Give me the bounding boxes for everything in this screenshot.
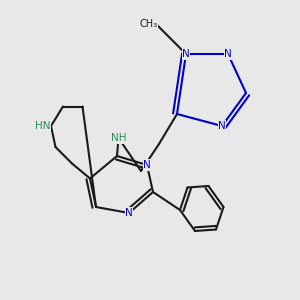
Text: N: N xyxy=(143,160,151,170)
Text: HN: HN xyxy=(35,121,50,131)
Text: N: N xyxy=(125,208,133,218)
Text: NH: NH xyxy=(111,133,126,143)
Text: N: N xyxy=(218,121,226,131)
Text: N: N xyxy=(182,49,190,59)
Text: CH₃: CH₃ xyxy=(140,19,158,29)
Text: N: N xyxy=(224,49,232,59)
